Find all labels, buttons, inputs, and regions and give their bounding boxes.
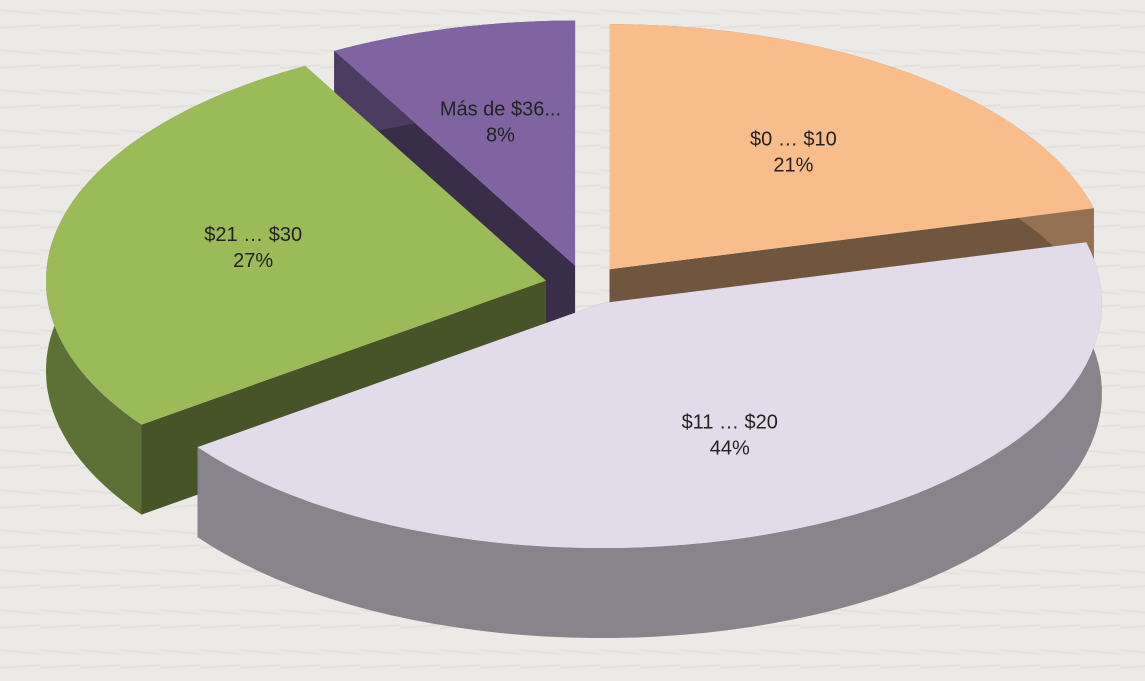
data-label-value: 27% xyxy=(233,250,273,272)
data-label-value: 21% xyxy=(773,154,813,176)
data-label-name: $0 … $10 xyxy=(750,128,837,150)
slice xyxy=(197,242,1102,638)
slice-top xyxy=(197,242,1102,548)
data-label-value: 44% xyxy=(710,437,750,459)
data-label-name: Más de $36... xyxy=(440,99,561,121)
slice-top xyxy=(609,24,1094,270)
data-label-value: 8% xyxy=(486,125,515,147)
slice-top xyxy=(46,65,546,425)
data-label-name: $21 … $30 xyxy=(204,224,302,246)
data-label-name: $11 … $20 xyxy=(682,411,778,433)
slice-top xyxy=(334,20,576,266)
slice-side xyxy=(197,242,1102,638)
